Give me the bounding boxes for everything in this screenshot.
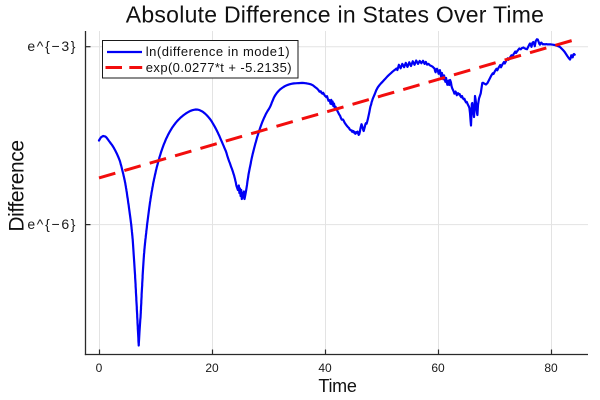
svg-text:e^{−3}: e^{−3} [27, 38, 77, 54]
svg-text:ln(difference in mode1): ln(difference in mode1) [146, 44, 290, 59]
svg-text:80: 80 [544, 361, 558, 375]
svg-text:40: 40 [318, 361, 332, 375]
svg-text:Time: Time [318, 376, 356, 396]
svg-text:exp(0.0277*t + -5.2135): exp(0.0277*t + -5.2135) [146, 60, 292, 75]
svg-text:0: 0 [96, 361, 103, 375]
svg-text:Difference: Difference [6, 140, 29, 231]
svg-text:e^{−6}: e^{−6} [27, 216, 77, 232]
svg-text:Absolute Difference in States: Absolute Difference in States Over Time [126, 2, 544, 28]
svg-text:60: 60 [431, 361, 445, 375]
svg-text:20: 20 [205, 361, 219, 375]
